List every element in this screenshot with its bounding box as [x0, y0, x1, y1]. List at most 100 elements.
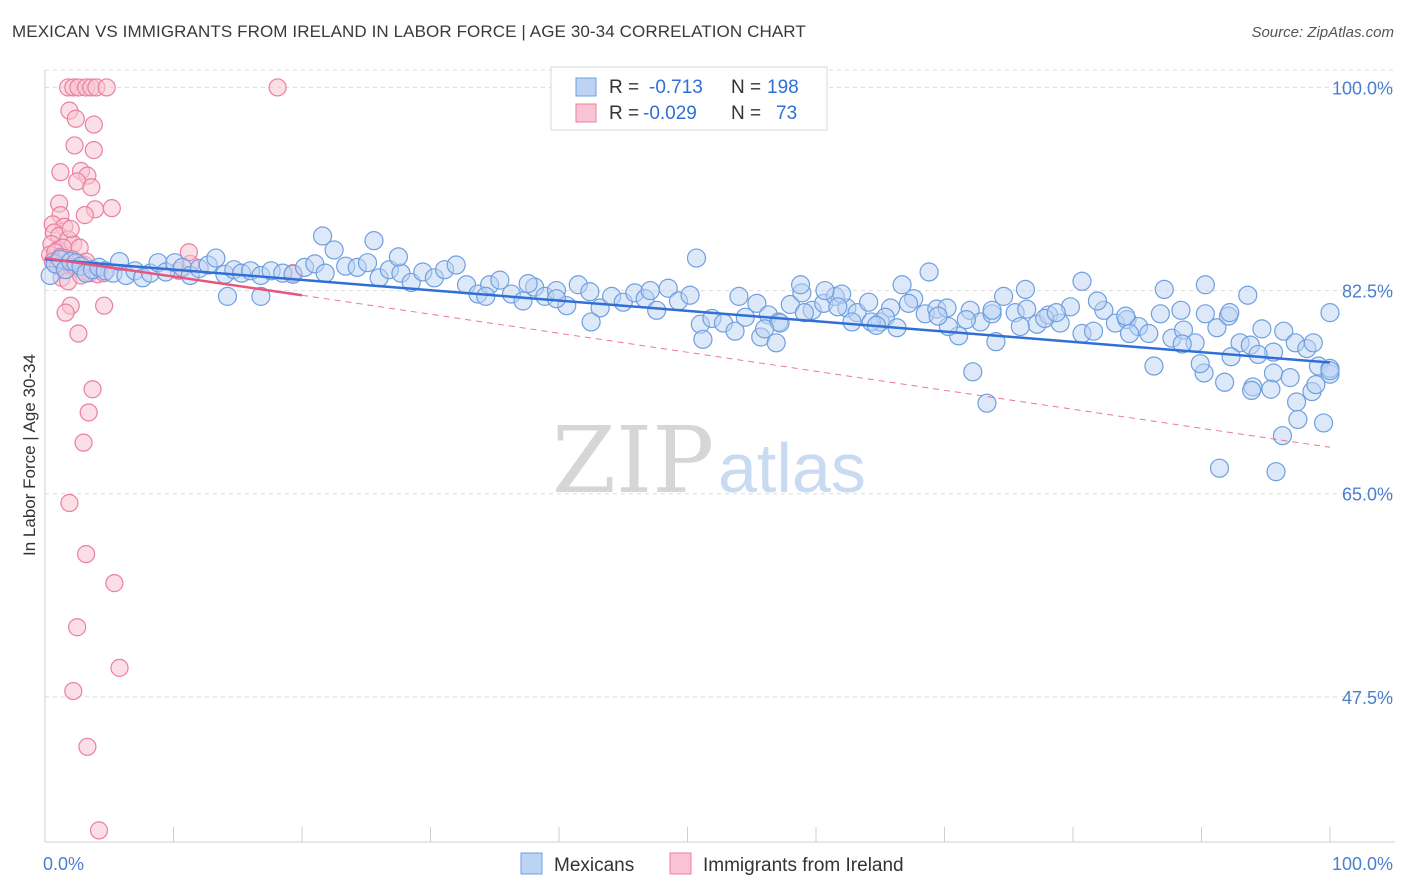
mexicans-point: [828, 297, 848, 317]
mexicans-point: [842, 312, 862, 332]
mexicans-point: [206, 248, 226, 268]
mexicans-point: [364, 231, 384, 251]
y-tick-label: 100.0%: [1332, 78, 1393, 98]
mexicans-point: [1015, 279, 1036, 300]
mexicans-point: [388, 247, 408, 267]
ireland-point: [51, 163, 70, 182]
legend-n-value-1: 198: [767, 77, 799, 98]
mexicans-point: [898, 293, 919, 313]
mexicans-point: [994, 286, 1014, 306]
mexicans-point: [790, 275, 811, 295]
mexicans-point: [725, 321, 745, 341]
ireland-point: [110, 658, 129, 677]
mexicans-point: [1215, 372, 1235, 392]
mexicans-point: [747, 293, 767, 313]
mexicans-point: [1144, 356, 1164, 376]
mexicans-point: [1242, 380, 1262, 401]
mexicans-point: [1274, 321, 1294, 341]
mexicans-point: [1320, 303, 1340, 323]
series-ireland-points: [41, 78, 303, 840]
legend-n-label-2: N =: [731, 103, 761, 124]
watermark-atlas: atlas: [718, 429, 866, 507]
legend-r-label-1: R =: [609, 77, 639, 98]
mexicans-point: [312, 226, 333, 246]
mexicans-point: [892, 275, 912, 295]
mexicans-point: [1046, 303, 1066, 323]
ireland-point: [65, 136, 84, 155]
mexicans-point: [1207, 318, 1227, 338]
mexicans-point: [1139, 323, 1159, 344]
mexicans-point: [1313, 413, 1334, 433]
watermark-zip: ZIP: [552, 407, 714, 514]
mexicans-point: [1320, 361, 1340, 381]
mexicans-point: [1263, 363, 1284, 383]
mexicans-point: [1280, 368, 1300, 388]
legend-n-value-2: 73: [776, 103, 797, 124]
ireland-point: [82, 178, 101, 197]
ireland-point: [78, 737, 97, 756]
mexicans-point: [686, 248, 707, 268]
mexicans-point: [794, 303, 815, 323]
y-axis-label: In Labor Force | Age 30-34: [20, 354, 39, 556]
mexicans-point: [1010, 316, 1030, 337]
mexicans-point: [357, 253, 378, 273]
mexicans-point: [859, 292, 879, 312]
mexicans-point: [251, 286, 271, 306]
mexicans-point: [446, 255, 466, 275]
ireland-point: [66, 109, 85, 128]
mexicans-point: [1083, 321, 1104, 341]
mexicans-point: [815, 280, 835, 301]
y-tick-label: 82.5%: [1342, 282, 1393, 302]
mexicans-point: [581, 312, 601, 332]
mexicans-point: [580, 282, 600, 302]
axes: [44, 70, 1395, 843]
ireland-point: [97, 78, 116, 97]
grid-lines: [45, 69, 1395, 698]
ireland-point: [84, 115, 103, 134]
ireland-point: [61, 219, 80, 239]
mexicans-point: [1220, 303, 1240, 323]
legend-r-value-2: -0.029: [643, 103, 697, 124]
ireland-point: [68, 618, 87, 637]
y-tick-label: 65.0%: [1342, 485, 1393, 505]
mexicans-point: [1171, 300, 1191, 320]
ireland-point: [102, 199, 121, 218]
mexicans-point: [217, 286, 238, 306]
ireland-point: [64, 681, 83, 701]
ireland-point: [60, 493, 79, 513]
mexicans-point: [1195, 275, 1215, 295]
ireland-point: [84, 141, 103, 160]
mexicans-point: [518, 274, 538, 294]
mexicans-point: [1190, 354, 1210, 374]
bottom-legend-swatch-mexicans: [520, 852, 543, 875]
mexicans-point: [1252, 319, 1272, 339]
mexicans-point: [928, 306, 948, 326]
mexicans-point: [1195, 304, 1215, 324]
ireland-point: [69, 324, 88, 343]
ireland-trend-dashed: [301, 294, 1331, 448]
mexicans-point: [640, 280, 660, 301]
mexicans-point: [1221, 347, 1241, 367]
ireland-trend-line: [44, 256, 303, 297]
mexicans-point: [780, 294, 800, 315]
mexicans-point: [324, 240, 344, 260]
bottom-legend: Mexicans Immigrants from Ireland: [520, 852, 904, 876]
mexicans-point: [490, 270, 510, 290]
ireland-point: [105, 574, 124, 593]
ireland-point: [77, 544, 96, 564]
y-tick-label: 47.5%: [1342, 688, 1393, 708]
mexicans-point: [1116, 306, 1136, 326]
mexicans-point: [1266, 462, 1286, 482]
ireland-point: [74, 433, 93, 452]
chart-title: MEXICAN VS IMMIGRANTS FROM IRELAND IN LA…: [12, 22, 806, 41]
x-tick-label-start: 0.0%: [43, 854, 84, 874]
mexicans-point: [1172, 334, 1192, 354]
ireland-point: [89, 821, 109, 840]
mexicans-point: [977, 393, 997, 413]
mexicans-point: [729, 286, 749, 306]
mexicans-point: [1209, 458, 1230, 478]
mexicans-point: [754, 319, 775, 339]
legend-n-label-1: N =: [731, 77, 761, 98]
y-tick-labels: 47.5% 65.0% 82.5% 100.0%: [1332, 78, 1393, 707]
